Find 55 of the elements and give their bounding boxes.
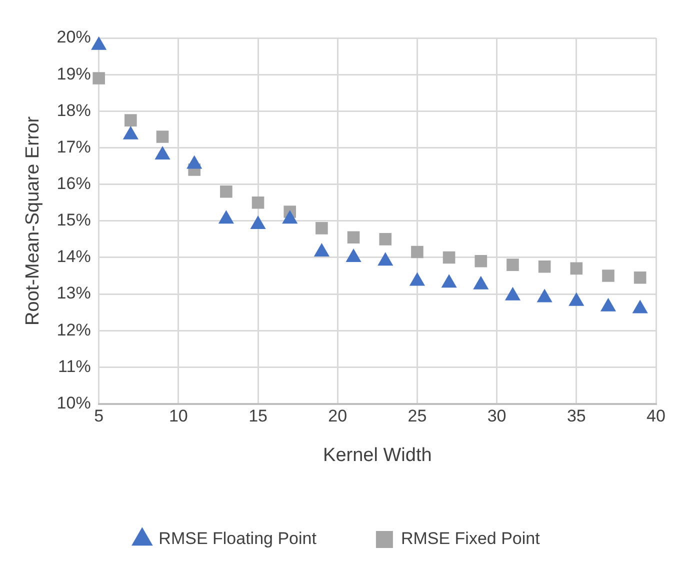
point [218,210,234,224]
point [314,243,330,256]
x-tick-label: 20 [328,406,348,426]
y-tick-label: 15% [56,210,91,230]
y-tick-label: 17% [56,137,91,156]
point [410,272,425,286]
point [632,300,648,314]
y-tick-label: 19% [56,64,91,84]
point [474,254,488,268]
x-tick-label: 15 [248,406,268,426]
point [505,287,520,300]
point [220,185,232,198]
point [473,276,488,290]
x-tick-label: 25 [408,406,427,426]
point [442,274,456,288]
legend-label: RMSE Floating Point [158,529,317,548]
y-tick-label: 16% [56,174,91,194]
y-axis-title: Root-Mean-Square Error [22,116,44,326]
point [378,252,393,266]
point [506,258,519,271]
point [379,233,392,246]
point [156,130,169,143]
x-tick-label: 40 [646,406,666,426]
y-tick-label: 20% [56,28,91,47]
y-tick-label: 10% [56,393,91,412]
point [316,222,328,234]
point [537,289,552,302]
x-tick-label: 30 [487,406,506,426]
point [346,248,361,262]
point [250,216,266,230]
point [155,146,170,160]
x-tick-label: 5 [94,406,104,426]
legend-label: RMSE Fixed Point [400,529,540,548]
point [600,298,616,312]
y-tick-label: 11% [58,356,91,376]
point [634,271,646,284]
point [538,260,551,273]
point [124,114,137,126]
point [442,251,456,264]
point [568,292,584,306]
x-tick-label: 35 [566,406,586,426]
y-tick-label: 18% [56,100,91,120]
point [252,196,264,209]
point [347,231,360,244]
point [92,72,105,84]
point [411,246,424,258]
point [282,210,298,224]
point [186,156,202,169]
x-tick-label: 10 [168,406,188,426]
point [602,270,614,282]
y-tick-label: 12% [56,320,91,340]
x-axis-title: Kernel Width [323,444,432,466]
y-tick-label: 13% [56,284,91,303]
point [570,262,583,275]
y-tick-label: 14% [56,247,91,266]
